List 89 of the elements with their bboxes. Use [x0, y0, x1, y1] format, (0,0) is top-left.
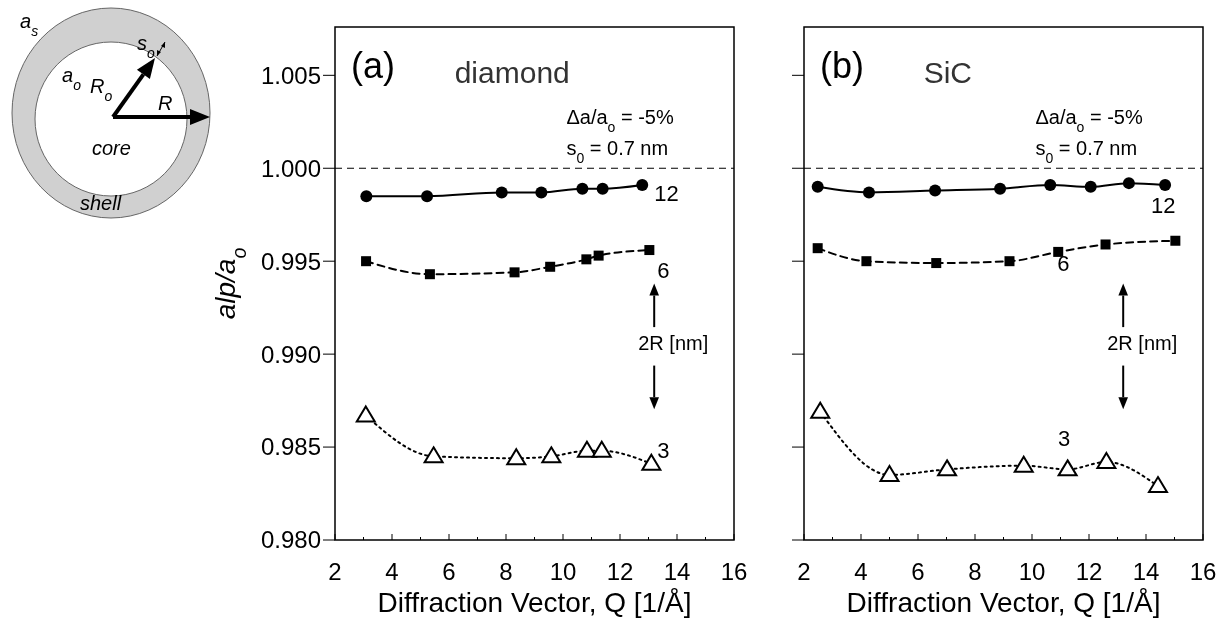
point: [1004, 256, 1015, 267]
annotation: (a): [350, 45, 395, 87]
point: [862, 186, 875, 199]
point: [576, 440, 597, 458]
series-label: 6: [657, 258, 670, 284]
point: [810, 401, 831, 419]
point: [361, 256, 372, 267]
text: R$_{o}$: [90, 75, 113, 104]
text: core: [92, 137, 131, 159]
y-tick-label: 0.990: [260, 340, 321, 368]
annotation: Δa/a$_{o}$ = -5%: [566, 106, 674, 136]
point: [1013, 455, 1034, 473]
point: [591, 440, 612, 458]
point: [937, 459, 958, 477]
point: [1057, 459, 1078, 477]
x-tick-label: 8: [499, 558, 513, 585]
annotation: s$_{0}$ = 0.7 nm: [1035, 137, 1138, 167]
x-tick-label: 12: [606, 558, 634, 585]
series-label: 12: [654, 180, 679, 206]
x-tick-label: 16: [1189, 558, 1217, 585]
annotation: (b): [819, 45, 864, 87]
point: [424, 269, 435, 280]
y-tick-label: 0.995: [260, 247, 321, 275]
point: [931, 258, 942, 269]
point: [506, 448, 527, 466]
point: [1159, 178, 1172, 191]
x-tick-label: 16: [720, 558, 748, 585]
text: a$_{s}$: [20, 10, 39, 39]
y-tick-label: 1.005: [260, 61, 321, 89]
point: [596, 182, 609, 195]
series-label: 12: [1151, 192, 1176, 218]
point: [423, 446, 444, 464]
point: [879, 464, 900, 482]
series-label: 3: [657, 437, 670, 463]
x-tick-label: 4: [385, 558, 399, 585]
point: [355, 405, 376, 423]
point: [929, 184, 942, 197]
x-tick-label: 10: [1018, 558, 1046, 585]
x-tick-label: 2: [797, 558, 811, 585]
text: diamond: [454, 56, 570, 89]
annotation: 2R [nm]: [638, 332, 709, 355]
text: a$_{o}$: [62, 64, 82, 93]
point: [861, 256, 872, 267]
point: [576, 182, 589, 195]
point: [1100, 239, 1111, 250]
y-tick-label: 0.980: [260, 526, 321, 554]
point: [535, 186, 548, 199]
point: [1053, 246, 1064, 257]
point: [1096, 451, 1117, 469]
point: [541, 446, 562, 464]
text: SiC: [923, 56, 973, 89]
x-tick-label: 4: [854, 558, 868, 585]
x-tick-label: 10: [549, 558, 577, 585]
point: [812, 243, 823, 254]
point: [1147, 476, 1168, 494]
y-tick-label: 1.000: [260, 154, 321, 182]
x-axis-title: Diffraction Vector, Q [1/Å]: [846, 587, 1161, 618]
annotation: Δa/a$_{o}$ = -5%: [1035, 106, 1143, 136]
point: [994, 182, 1007, 195]
point: [644, 245, 655, 256]
x-tick-label: 6: [911, 558, 925, 585]
point: [495, 186, 508, 199]
point: [360, 190, 373, 203]
series-label: 3: [1057, 426, 1071, 452]
point: [1084, 180, 1097, 193]
x-tick-label: 12: [1075, 558, 1103, 585]
point: [545, 261, 556, 272]
annotation: s$_{0}$ = 0.7 nm: [566, 137, 669, 167]
point: [421, 190, 434, 203]
x-axis-title: Diffraction Vector, Q [1/Å]: [377, 587, 692, 618]
x-tick-label: 14: [663, 558, 691, 585]
point: [636, 178, 649, 191]
point: [593, 250, 604, 261]
x-tick-label: 8: [968, 558, 982, 585]
point: [581, 254, 592, 265]
point: [1170, 235, 1181, 246]
point: [509, 267, 520, 278]
text: R: [158, 92, 173, 114]
x-tick-label: 2: [328, 558, 342, 585]
point: [1044, 178, 1057, 191]
annotation: 2R [nm]: [1107, 332, 1178, 355]
text: shell: [80, 192, 122, 214]
x-tick-label: 6: [442, 558, 456, 585]
y-tick-label: 0.985: [260, 433, 321, 461]
point: [1122, 177, 1135, 190]
point: [811, 180, 824, 193]
text: s$_{o}$: [137, 32, 155, 61]
series-label: 6: [1057, 250, 1070, 276]
x-tick-label: 14: [1132, 558, 1160, 585]
